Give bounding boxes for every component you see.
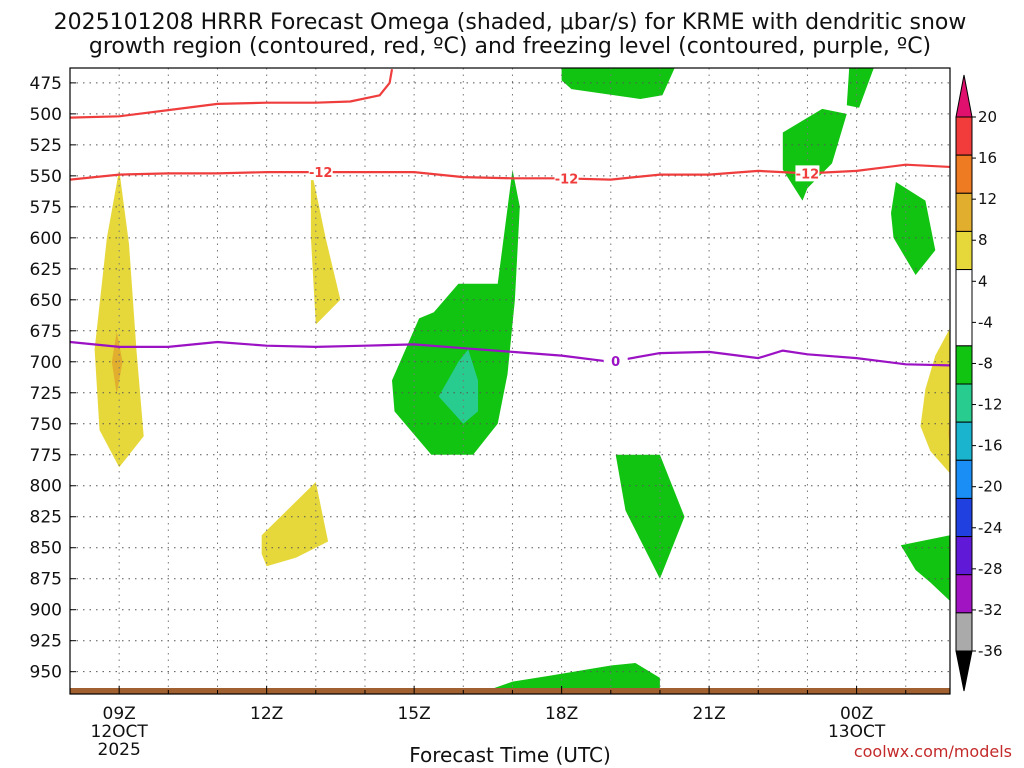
chart-title-line1: 2025101208 HRRR Forecast Omega (shaded, …	[54, 10, 967, 35]
colorbar-band-13	[955, 612, 973, 652]
omega-region-13	[900, 535, 950, 601]
colorbar: 20 16 12 8 4 -4 -8 -12 -16 -20 -24 -28 -32 -36	[955, 74, 1003, 692]
y-tick-label-725: 725	[30, 384, 62, 404]
colorbar-band-8	[955, 421, 973, 461]
contour-label-1-1: -12	[309, 166, 333, 181]
contour-label-bg-1-3	[795, 165, 820, 182]
colorbar-band-3	[955, 192, 973, 232]
x-tick-date-00Z: 13OCT	[828, 722, 886, 742]
x-tick-label-12Z: 12Z	[250, 704, 283, 724]
y-tick-label-925: 925	[30, 632, 62, 652]
y-tick-label-750: 750	[30, 415, 62, 435]
colorbar-bottom-arrow	[955, 650, 973, 692]
colorbar-label-3: 12	[978, 190, 997, 208]
omega-region-12	[891, 182, 936, 275]
x-tick-label-21Z: 21Z	[692, 704, 725, 724]
omega-region-5	[392, 169, 520, 455]
contour-layer: -12 -12 -12 0	[70, 69, 950, 370]
credit-text[interactable]: coolwx.com/models	[854, 742, 1012, 761]
omega-region-6	[438, 349, 478, 424]
ground-surface-strip	[70, 688, 950, 694]
contour-label-1-2: -12	[555, 172, 579, 187]
contour-label-bg-3-1	[603, 352, 628, 369]
contour-label-1-3: -12	[796, 167, 820, 182]
colorbar-band-10	[955, 497, 973, 538]
colorbar-band-1	[955, 116, 973, 156]
colorbar-band-11	[955, 536, 973, 576]
y-tick-label-875: 875	[30, 570, 62, 590]
contour-line-2	[70, 69, 394, 119]
colorbar-label-7: -8	[978, 354, 993, 372]
y-tick-label-800: 800	[30, 477, 62, 497]
omega-shading-layer	[94, 68, 950, 694]
colorbar-label-13: -32	[978, 601, 1003, 619]
contour-label-bg-1-2	[554, 170, 579, 187]
y-tick-label-600: 600	[30, 229, 62, 249]
colorbar-band-9	[955, 459, 973, 499]
x-tick-label-18Z: 18Z	[545, 704, 578, 724]
colorbar-band-12	[955, 574, 973, 614]
colorbar-band-5	[955, 269, 973, 347]
y-tick-label-500: 500	[30, 105, 62, 125]
y-tick-label-850: 850	[30, 539, 62, 559]
y-tick-label-525: 525	[30, 136, 62, 156]
colorbar-band-6	[955, 345, 973, 385]
omega-region-4	[261, 482, 329, 567]
x-tick-date-09Z: 12OCT	[91, 722, 149, 742]
y-tick-label-550: 550	[30, 167, 62, 187]
omega-region-3	[310, 167, 341, 325]
colorbar-top-arrow	[955, 74, 973, 118]
omega-region-8	[487, 663, 660, 694]
colorbar-label-10: -20	[978, 478, 1003, 496]
colorbar-label-5: 4	[978, 272, 988, 290]
y-tick-label-775: 775	[30, 446, 62, 466]
y-tick-label-475: 475	[30, 74, 62, 94]
colorbar-label-12: -28	[978, 560, 1003, 578]
colorbar-band-2	[955, 154, 973, 194]
x-tick-year-09Z: 2025	[98, 740, 141, 760]
y-tick-label-650: 650	[30, 291, 62, 311]
y-tick-label-700: 700	[30, 353, 62, 373]
y-tick-label-825: 825	[30, 508, 62, 528]
y-tick-label-900: 900	[30, 601, 62, 621]
contour-label-bg-1-1	[308, 164, 333, 181]
ground-layer	[70, 688, 950, 694]
plot-frame	[69, 67, 951, 695]
colorbar-label-6: -4	[978, 313, 993, 331]
colorbar-label-4: 8	[978, 231, 988, 249]
omega-region-7	[615, 454, 685, 579]
colorbar-label-14: -36	[978, 642, 1003, 660]
chart-title-line2: growth region (contoured, red, ºC) and f…	[89, 34, 931, 59]
y-tick-label-675: 675	[30, 322, 62, 342]
x-axis-label: Forecast Time (UTC)	[409, 743, 611, 767]
omega-regions	[94, 68, 950, 694]
colorbar-band-4	[955, 230, 973, 271]
omega-region-14	[920, 328, 950, 474]
y-axis: 475 500 525 550 575 600 625 650 675 700 725 750 775 8…	[30, 74, 76, 683]
x-tick-label-09Z: 09Z	[103, 704, 136, 724]
omega-region-11	[782, 108, 847, 201]
x-tick-label-15Z: 15Z	[397, 704, 430, 724]
colorbar-label-2: 16	[978, 149, 997, 167]
omega-region-1	[94, 169, 144, 468]
y-tick-label-625: 625	[30, 260, 62, 280]
colorbar-label-9: -16	[978, 437, 1003, 455]
y-tick-label-950: 950	[30, 663, 62, 683]
colorbar-label-1: 20	[978, 108, 997, 126]
y-tick-label-575: 575	[30, 198, 62, 218]
colorbar-band-7	[955, 383, 973, 423]
x-tick-label-00Z: 00Z	[840, 704, 873, 724]
contour-label-3-1: 0	[611, 355, 620, 370]
omega-region-10	[846, 68, 874, 108]
omega-region-9	[561, 68, 675, 99]
contour-line-3	[70, 340, 950, 367]
colorbar-label-8: -12	[978, 396, 1003, 414]
colorbar-label-11: -24	[978, 519, 1003, 537]
